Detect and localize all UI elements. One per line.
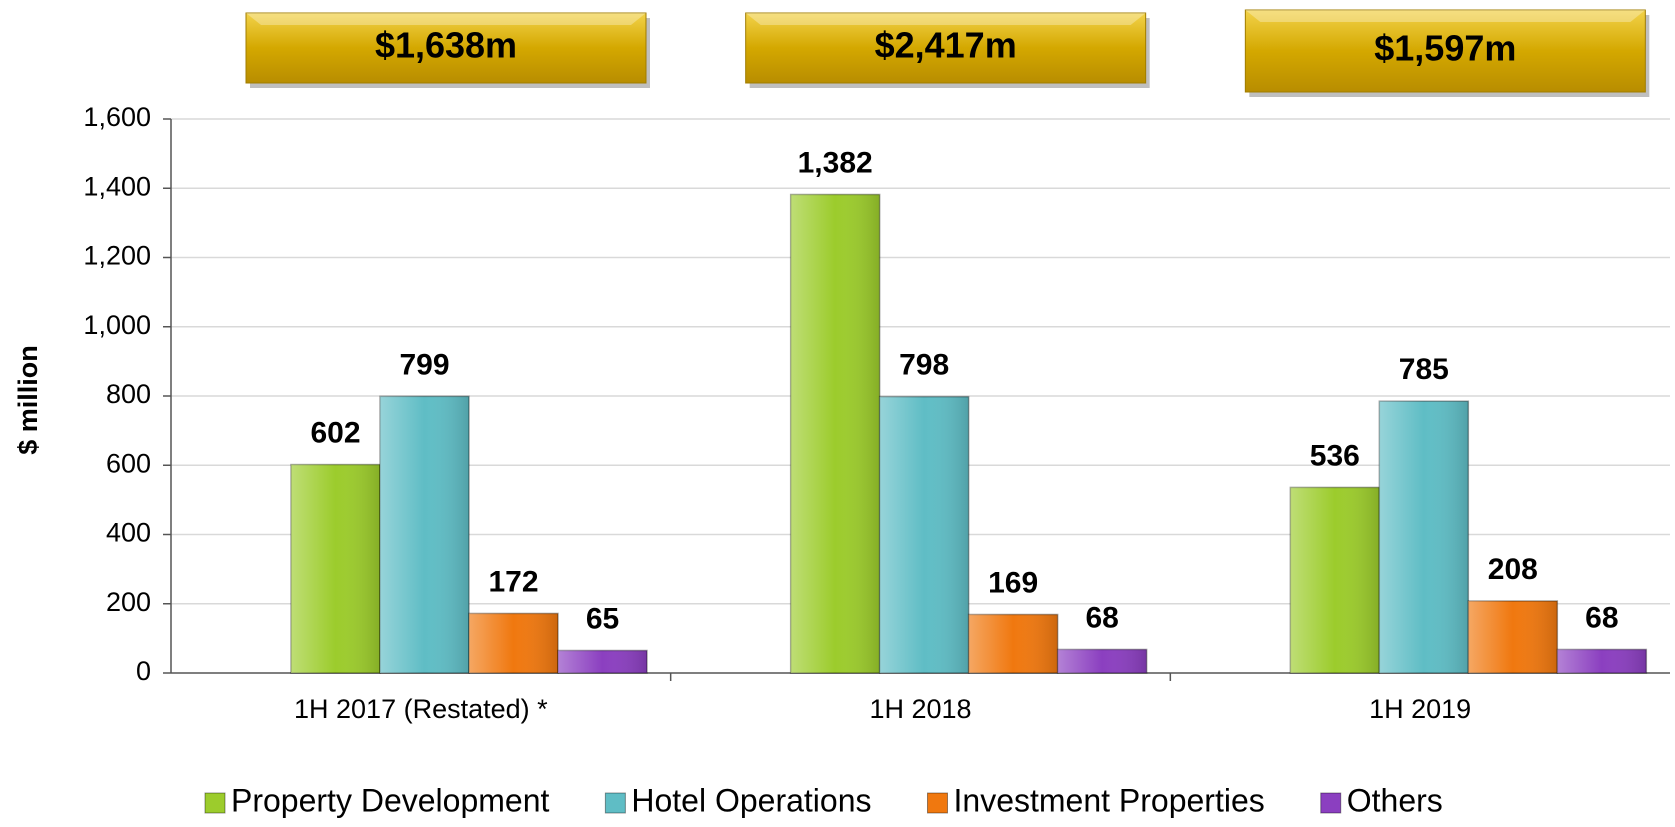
value-label: 1,382 <box>798 146 873 179</box>
y-tick-label: 1,200 <box>83 241 151 271</box>
banner <box>745 12 1147 84</box>
bar-shine <box>1290 487 1380 673</box>
value-label: 799 <box>399 348 449 381</box>
value-label: 785 <box>1399 353 1449 386</box>
legend-label: Others <box>1347 782 1443 818</box>
y-tick-label: 400 <box>106 518 151 548</box>
legend-label: Investment Properties <box>954 782 1265 818</box>
bar-shine <box>291 464 380 673</box>
y-tick-label: 0 <box>136 656 151 686</box>
banner-bevel <box>1245 10 1646 22</box>
legend-swatch <box>604 792 626 814</box>
y-tick-label: 600 <box>106 448 151 478</box>
bar-shine <box>380 396 469 673</box>
y-axis-label: $ million <box>13 345 43 455</box>
banner <box>1244 9 1646 93</box>
x-tick-label: 1H 2018 <box>869 694 971 724</box>
bar-shine <box>790 194 880 674</box>
value-label: 172 <box>488 565 538 598</box>
legend-label: Hotel Operations <box>631 782 871 818</box>
legend-label: Property Development <box>231 782 549 818</box>
bar-shine <box>1057 649 1147 673</box>
legend-swatch <box>1320 792 1342 814</box>
bar-shine <box>1557 649 1647 673</box>
value-label: 68 <box>1085 601 1118 634</box>
banner <box>245 12 647 84</box>
value-label: 536 <box>1310 439 1360 472</box>
y-tick-label: 1,400 <box>83 171 151 201</box>
value-label: 68 <box>1585 601 1618 634</box>
y-tick-label: 200 <box>106 587 151 617</box>
bar-shine <box>1468 600 1558 673</box>
banner-bevel <box>745 13 1146 25</box>
legend-swatch <box>927 792 948 814</box>
value-label: 602 <box>310 416 360 449</box>
value-label: 65 <box>586 602 619 635</box>
y-tick-label: 1,000 <box>83 310 151 340</box>
x-tick-label: 1H 2019 <box>1369 694 1471 724</box>
legend: Property Development Hotel Operations Inve… <box>204 782 1443 818</box>
y-tick-label: 1,600 <box>83 102 151 132</box>
legend-swatch <box>204 792 226 814</box>
bar-shine <box>558 650 647 673</box>
annotation: $1,638m <box>375 25 517 66</box>
x-tick-label: 1H 2017 (Restated) * <box>294 694 548 724</box>
value-label: 169 <box>988 566 1038 599</box>
bar-shine <box>879 396 969 673</box>
annotation: $1,597m <box>1374 28 1516 69</box>
bar-shine <box>1379 401 1469 673</box>
value-label: 208 <box>1488 553 1538 586</box>
bar-shine <box>469 613 558 673</box>
bar-shine <box>968 614 1058 673</box>
value-label: 798 <box>899 349 949 382</box>
banner-bevel <box>246 13 646 25</box>
y-tick-label: 800 <box>106 379 151 409</box>
annotation: $2,417m <box>875 25 1017 66</box>
